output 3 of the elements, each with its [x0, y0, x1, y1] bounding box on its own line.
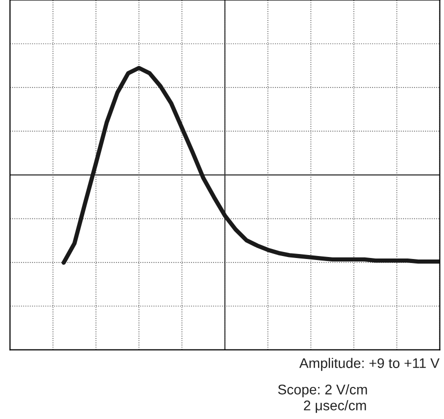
- text: Scope: 2 V/cm: [278, 384, 367, 398]
- text: 2 μsec/cm: [304, 400, 366, 413]
- text: Amplitude: +9 to +11 V: [299, 358, 440, 371]
